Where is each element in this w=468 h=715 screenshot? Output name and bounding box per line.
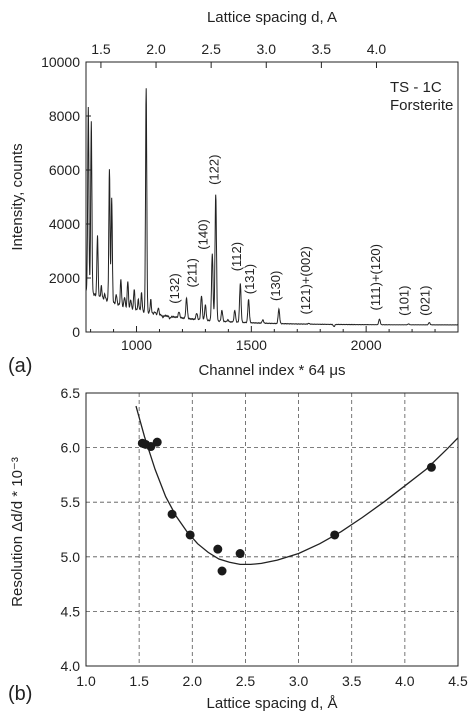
top-tick-label: 4.0 bbox=[367, 41, 387, 57]
y-tick-label-b: 6.5 bbox=[61, 385, 81, 401]
top-tick-label: 2.5 bbox=[201, 41, 221, 57]
data-point bbox=[217, 566, 227, 576]
x-tick-label-b: 2.0 bbox=[183, 673, 203, 689]
panel-a-frame bbox=[85, 61, 459, 333]
y-tick-label-a: 2000 bbox=[49, 270, 80, 286]
peak-label: (130) bbox=[268, 271, 283, 301]
peak-label: (111)+(120) bbox=[368, 244, 383, 310]
peak-label: (131) bbox=[242, 264, 257, 294]
peak-label: (021) bbox=[417, 285, 432, 315]
x-tick-label-b: 3.0 bbox=[289, 673, 309, 689]
peak-label: (112) bbox=[229, 242, 244, 271]
data-point bbox=[426, 462, 436, 472]
x-axis-title-b: Lattice spacing d, Å bbox=[207, 695, 338, 712]
x-tick-label-b: 2.5 bbox=[236, 673, 256, 689]
y-tick-label-a: 6000 bbox=[49, 162, 80, 178]
x-tick-label-b: 1.0 bbox=[76, 673, 96, 689]
y-tick-label-a: 4000 bbox=[49, 216, 80, 232]
peak-label: (140) bbox=[196, 219, 211, 249]
x-tick-label-b: 1.5 bbox=[129, 673, 149, 689]
y-tick-label-a: 0 bbox=[72, 324, 80, 340]
data-point bbox=[152, 437, 162, 447]
peak-label: (101) bbox=[397, 285, 412, 315]
y-tick-label-b: 4.5 bbox=[61, 603, 81, 619]
x-tick-label-b: 4.5 bbox=[448, 673, 468, 689]
top-tick-label: 2.0 bbox=[146, 41, 166, 57]
panel-a-label: (a) bbox=[8, 355, 32, 377]
y-tick-label-b: 5.5 bbox=[61, 494, 81, 510]
y-tick-label-a: 8000 bbox=[49, 108, 80, 124]
data-point bbox=[213, 544, 223, 554]
x-tick-label-a: 1000 bbox=[121, 337, 152, 353]
top-tick-label: 1.5 bbox=[91, 41, 111, 57]
data-point bbox=[235, 549, 245, 559]
panel-b-frame bbox=[85, 392, 459, 667]
y-tick-label-b: 4.0 bbox=[61, 658, 81, 674]
peak-label: (121)+(002) bbox=[298, 246, 313, 314]
annotation-line-1: TS - 1C bbox=[390, 79, 442, 96]
data-point bbox=[167, 509, 177, 519]
top-axis-title: Lattice spacing d, A bbox=[207, 9, 337, 26]
peak-label: (211) bbox=[185, 258, 200, 287]
x-tick-label-a: 2000 bbox=[351, 337, 382, 353]
x-tick-label-b: 3.5 bbox=[342, 673, 362, 689]
y-axis-title-b: Resolution Δd/d * 10⁻³ bbox=[9, 457, 26, 607]
top-tick-label: 3.5 bbox=[312, 41, 332, 57]
panel-b-grid bbox=[86, 393, 458, 666]
data-point bbox=[185, 530, 195, 540]
x-axis-title-a: Channel index * 64 μs bbox=[198, 362, 345, 379]
peak-label: (122) bbox=[207, 155, 222, 185]
data-point bbox=[330, 530, 340, 540]
panel-b: 1.0 1.5 2.0 2.5 3.0 3.5 4.0 4.5 4.0 4.5 5.0 5.5 6.0 6… bbox=[8, 385, 468, 712]
x-tick-label-b: 4.0 bbox=[395, 673, 415, 689]
y-tick-label-b: 5.0 bbox=[61, 549, 81, 565]
peak-label: (132) bbox=[167, 273, 182, 303]
data-point bbox=[146, 442, 156, 452]
peak-labels: (132)(211) (140) (122) (112)(131) (130) (121)… bbox=[167, 155, 432, 316]
panel-a: 0 2000 4000 6000 8000 10000 1000 1500 2000 1.5 2.0… bbox=[8, 9, 459, 379]
top-tick-label: 3.0 bbox=[257, 41, 277, 57]
x-tick-label-a: 1500 bbox=[236, 337, 267, 353]
data-points bbox=[137, 437, 436, 576]
spectrum-line bbox=[85, 88, 458, 328]
panel-b-ticks: 1.0 1.5 2.0 2.5 3.0 3.5 4.0 4.5 4.0 4.5 5.0 5.5 6.0 6… bbox=[61, 385, 468, 689]
y-axis-title-a: Intensity, counts bbox=[9, 143, 26, 250]
y-tick-label-b: 6.0 bbox=[61, 440, 81, 456]
y-tick-label-a: 10000 bbox=[41, 54, 80, 70]
fit-curve bbox=[135, 405, 459, 566]
panel-a-ticks: 0 2000 4000 6000 8000 10000 1000 1500 2000 1.5 2.0… bbox=[41, 41, 459, 353]
panel-b-label: (b) bbox=[8, 683, 32, 705]
annotation-line-2: Forsterite bbox=[390, 97, 453, 114]
